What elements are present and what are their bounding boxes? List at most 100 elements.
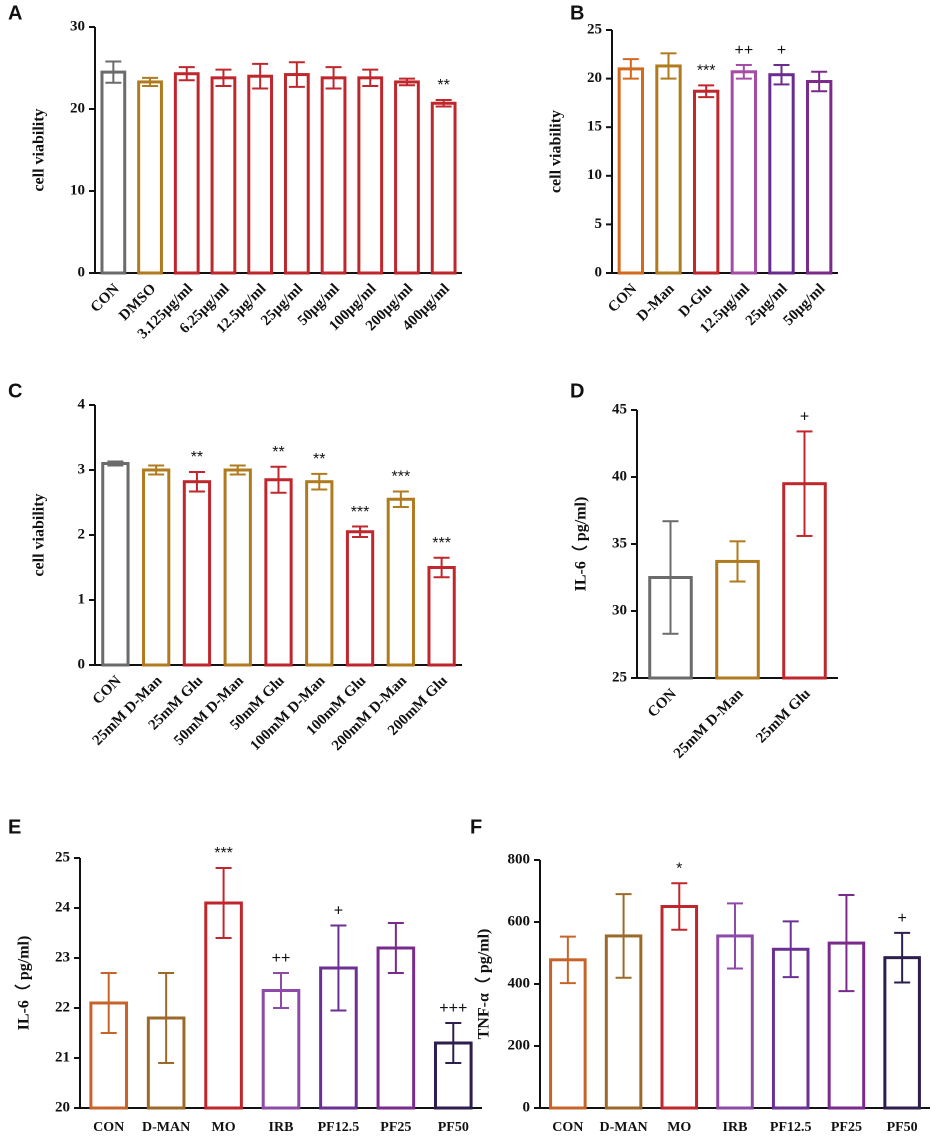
x-tick-label: PF12.5 xyxy=(318,1120,360,1135)
y-tick-label: 20 xyxy=(70,100,85,116)
bar xyxy=(617,67,645,275)
x-tick-label: 25mM Glu xyxy=(753,686,814,747)
significance: +++ xyxy=(439,1000,467,1017)
significance: ** xyxy=(191,449,203,466)
bar xyxy=(320,76,347,275)
x-tick-label: IRB xyxy=(269,1120,294,1135)
bar xyxy=(142,468,171,667)
bar xyxy=(730,70,758,275)
y-tick-label: 800 xyxy=(508,851,531,867)
bar xyxy=(137,80,163,275)
bar xyxy=(210,76,237,275)
panel-letter: C xyxy=(8,380,22,402)
y-tick-label: 2 xyxy=(78,526,86,542)
bar xyxy=(264,478,293,667)
x-tick-label: PF50 xyxy=(887,1120,918,1135)
y-axis-label: TNF-α（ pg/ml) xyxy=(475,929,493,1040)
y-tick-label: 24 xyxy=(55,899,71,915)
y-tick-label: 10 xyxy=(587,167,602,183)
x-tick-label: CON xyxy=(90,673,125,708)
panel-letter: A xyxy=(8,2,22,24)
panel-letter: B xyxy=(570,2,584,24)
y-tick-label: 25 xyxy=(612,669,627,685)
y-axis-label: IL-6（ pg/ml) xyxy=(15,936,33,1031)
y-axis-label: cell viability xyxy=(548,110,565,193)
x-tick-label: CON xyxy=(552,1120,583,1135)
bar xyxy=(319,966,358,1110)
bar xyxy=(283,73,310,275)
y-tick-label: 30 xyxy=(70,18,85,34)
significance: *** xyxy=(432,535,451,552)
bar xyxy=(386,497,415,667)
significance: ** xyxy=(272,444,284,461)
x-tick-label: D-MAN xyxy=(142,1120,190,1135)
x-tick-label: D-Man xyxy=(634,280,678,324)
bar xyxy=(768,73,795,275)
y-tick-label: 1 xyxy=(78,591,86,607)
bar xyxy=(394,80,420,275)
bar xyxy=(376,946,416,1110)
x-tick-label: MO xyxy=(667,1120,691,1135)
y-tick-label: 23 xyxy=(55,949,70,965)
y-tick-label: 25 xyxy=(587,21,602,37)
y-axis-label: IL-6（ pg/ml) xyxy=(572,497,590,592)
y-tick-label: 3 xyxy=(78,461,86,477)
x-tick-label: CON xyxy=(93,1120,124,1135)
y-axis-label: cell viability xyxy=(31,493,48,576)
x-tick-label: PF12.5 xyxy=(770,1120,812,1135)
x-tick-label: PF25 xyxy=(380,1120,411,1135)
significance: + xyxy=(334,903,343,920)
bar xyxy=(357,76,384,275)
significance: + xyxy=(800,409,809,426)
significance: ++ xyxy=(272,950,291,967)
bar xyxy=(549,958,587,1110)
y-tick-label: 400 xyxy=(508,975,531,991)
y-tick-label: 20 xyxy=(55,1099,70,1115)
bar xyxy=(100,70,127,275)
x-tick-label: PF25 xyxy=(831,1120,862,1135)
x-tick-label: MO xyxy=(212,1120,236,1135)
x-tick-label: PF50 xyxy=(438,1120,469,1135)
significance: * xyxy=(676,860,682,877)
significance: *** xyxy=(697,63,716,80)
bar xyxy=(101,462,130,667)
y-tick-label: 10 xyxy=(70,182,85,198)
significance: *** xyxy=(391,469,410,486)
significance: ** xyxy=(313,451,325,468)
x-tick-label: D-MAN xyxy=(599,1120,647,1135)
significance: + xyxy=(777,42,786,59)
bar xyxy=(430,101,457,275)
x-tick-label: IRB xyxy=(723,1120,748,1135)
significance: + xyxy=(897,910,906,927)
bar xyxy=(345,530,375,667)
y-tick-label: 21 xyxy=(55,1049,70,1065)
bar xyxy=(692,89,720,275)
bar xyxy=(223,468,252,667)
y-tick-label: 5 xyxy=(595,216,603,232)
panel-letter: F xyxy=(470,816,482,838)
y-tick-label: 0 xyxy=(595,264,603,280)
significance: ++ xyxy=(734,42,753,59)
panel-letter: D xyxy=(570,380,584,402)
significance: *** xyxy=(214,845,233,862)
bar xyxy=(805,80,833,275)
x-tick-label: CON xyxy=(645,686,680,721)
y-tick-label: 45 xyxy=(612,401,627,417)
y-tick-label: 35 xyxy=(612,535,627,551)
y-tick-label: 600 xyxy=(508,913,531,929)
bar xyxy=(182,480,212,667)
bar xyxy=(247,74,274,275)
bar xyxy=(655,64,682,275)
y-tick-label: 0 xyxy=(78,656,86,672)
y-tick-label: 30 xyxy=(612,602,627,618)
bar xyxy=(427,566,456,667)
bar xyxy=(433,1041,473,1110)
bar xyxy=(660,905,699,1110)
y-tick-label: 4 xyxy=(78,396,86,412)
significance: *** xyxy=(351,504,370,521)
panel-letter: E xyxy=(8,816,21,838)
y-tick-label: 200 xyxy=(508,1037,531,1053)
y-axis-label: cell viability xyxy=(31,108,48,191)
bar xyxy=(305,480,334,667)
